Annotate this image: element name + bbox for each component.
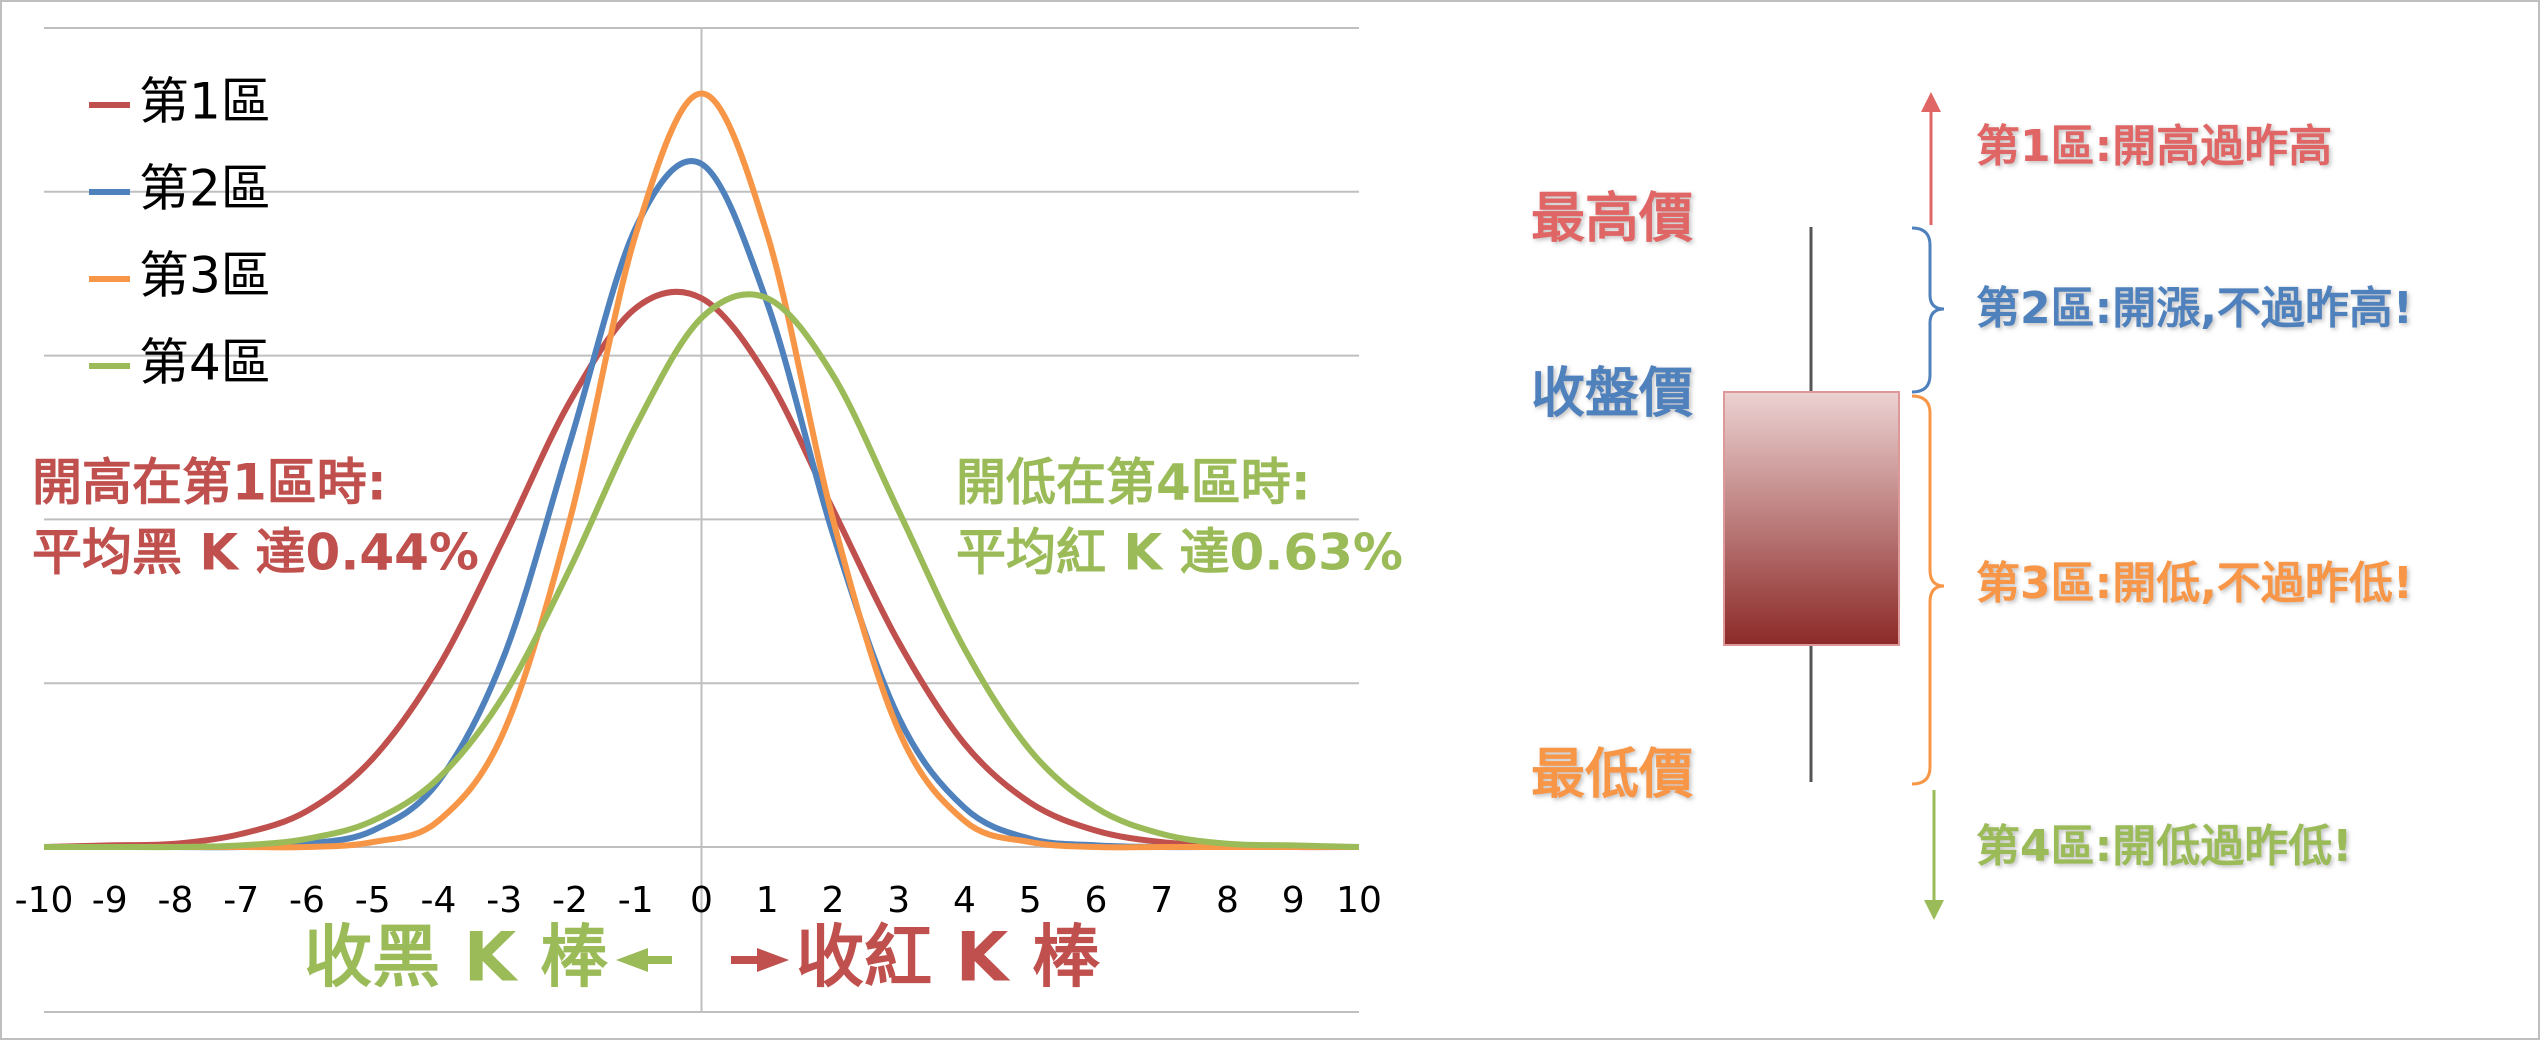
- x-tick-label: -10: [15, 880, 74, 921]
- x-tick-label: 4: [953, 880, 976, 921]
- x-tick-label: -5: [355, 880, 391, 921]
- candle-body: [1723, 391, 1900, 646]
- x-tick-label: 7: [1150, 880, 1173, 921]
- x-tick-label: 0: [690, 880, 713, 921]
- legend-label: 第2區: [139, 160, 271, 218]
- x-tick-label: 8: [1216, 880, 1239, 921]
- x-tick-label: -7: [223, 880, 259, 921]
- annotation: 平均紅 K 達0.63%: [956, 524, 1403, 582]
- left-arrow: [616, 948, 672, 972]
- x-tick-label: -1: [618, 880, 654, 921]
- down-arrow-head: [1924, 900, 1944, 920]
- direction-label: 收黑 K 棒: [304, 919, 609, 998]
- x-tick-label: -9: [92, 880, 128, 921]
- series-line: [44, 90, 1359, 851]
- zone2-brace: [1911, 226, 1945, 394]
- annotation: 開高在第1區時:: [32, 454, 387, 512]
- right-arrow: [731, 948, 789, 972]
- x-tick-label: 1: [756, 880, 779, 921]
- x-tick-label: -8: [158, 880, 194, 921]
- x-tick-label: 6: [1085, 880, 1108, 921]
- annotation: 開低在第4區時:: [956, 454, 1311, 512]
- up-arrow-head: [1921, 92, 1941, 112]
- x-tick-label: 3: [887, 880, 910, 921]
- direction-label: 收紅 K 棒: [796, 919, 1101, 998]
- series-line: [43, 288, 1360, 851]
- x-tick-label: 10: [1336, 880, 1382, 921]
- x-tick-label: -2: [552, 880, 588, 921]
- x-tick-label: 5: [1019, 880, 1042, 921]
- price-label: 最高價: [1531, 187, 1693, 250]
- legend-label: 第4區: [139, 334, 271, 392]
- x-tick-label: 2: [822, 880, 845, 921]
- x-tick-label: -4: [421, 880, 457, 921]
- zone-label: 第1區:開高過昨高: [1976, 121, 2332, 172]
- series-line: [44, 291, 1360, 851]
- annotation: 平均黑 K 達0.44%: [32, 524, 479, 582]
- x-tick-label: 9: [1282, 880, 1305, 921]
- legend-label: 第1區: [139, 73, 271, 131]
- price-label: 收盤價: [1531, 362, 1693, 425]
- price-label: 最低價: [1531, 743, 1693, 806]
- x-tick-label: -3: [486, 880, 522, 921]
- zone3-brace: [1911, 394, 1945, 786]
- x-tick-label: -6: [289, 880, 325, 921]
- zone-label: 第2區:開漲,不過昨高!: [1976, 283, 2413, 334]
- zone-label: 第3區:開低,不過昨低!: [1976, 558, 2413, 609]
- legend-label: 第3區: [139, 247, 271, 305]
- zone-label: 第4區:開低過昨低!: [1976, 821, 2352, 872]
